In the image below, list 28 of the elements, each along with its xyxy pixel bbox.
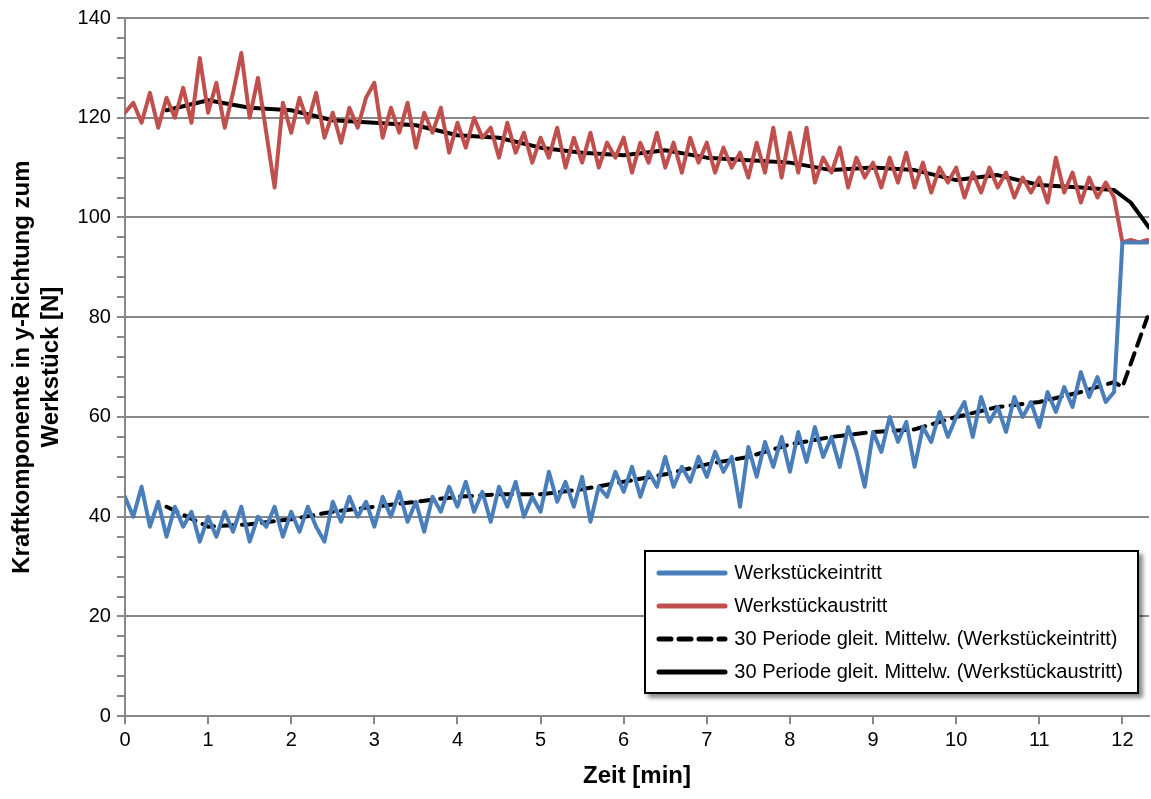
x-tick-label: 7 (701, 727, 713, 750)
x-tick-label: 10 (945, 727, 968, 750)
y-tick-label: 20 (88, 603, 111, 626)
x-tick-label: 3 (368, 727, 380, 750)
x-tick-label: 12 (1111, 727, 1134, 750)
legend-label: Werkstückeintritt (734, 561, 882, 584)
y-tick-label: 120 (77, 105, 111, 128)
y-tick-label: 40 (88, 504, 111, 527)
line-series (164, 315, 1149, 529)
legend-label: 30 Periode gleit. Mittelw. (Werkstückaustritt) (734, 660, 1123, 683)
x-tick-label: 0 (119, 727, 131, 750)
y-tick-label: 140 (77, 5, 111, 28)
y-tick-label: 80 (88, 304, 111, 327)
x-tick-label: 8 (784, 727, 796, 750)
x-tick-label: 2 (285, 727, 297, 750)
y-axis-title: Kraftkomponente in y-Richtung zum Werkstück [N] (7, 160, 63, 574)
x-tick-label: 1 (202, 727, 214, 750)
x-tick-label: 11 (1028, 727, 1050, 750)
y-tick-label: 0 (99, 703, 111, 726)
x-axis-title: Zeit [min] (582, 761, 691, 789)
x-tick-label: 5 (535, 727, 547, 750)
x-tick-label: 4 (451, 727, 464, 750)
x-tick-label: 9 (867, 727, 879, 750)
y-tick-label: 60 (88, 404, 111, 427)
x-tick-label: 6 (618, 727, 630, 750)
legend-label: 30 Periode gleit. Mittelw. (Werkstückeintritt) (734, 627, 1118, 650)
legend-label: Werkstückaustritt (734, 594, 888, 617)
y-tick-label: 100 (77, 205, 111, 227)
